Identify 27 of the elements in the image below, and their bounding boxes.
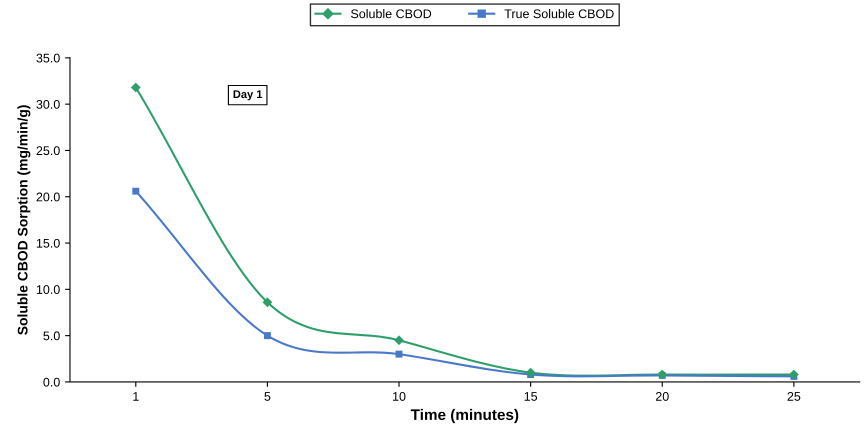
y-tick-label: 20.0	[36, 192, 60, 202]
point	[264, 332, 271, 340]
y-tick-label: 5.0	[43, 331, 60, 340]
annotation: Day 1	[234, 90, 262, 100]
y-tick-label: 15.0	[36, 238, 60, 248]
y-tick-label: 30.0	[36, 100, 60, 109]
point	[394, 336, 404, 345]
x-tick-label: 15	[524, 392, 538, 401]
y-tick-label: 25.0	[36, 146, 60, 156]
x-tick-label: 25	[788, 392, 800, 401]
y-tick-label: 35.0	[36, 54, 60, 63]
point	[132, 188, 140, 195]
legend-label: Soluble CBOD	[351, 9, 432, 18]
point	[262, 298, 272, 307]
legend-label: True Soluble CBOD	[504, 9, 614, 18]
point	[396, 350, 402, 358]
y-tick-label: 10.0	[36, 285, 60, 294]
y-axis-title: Soluble CBOD Sorption (mg/min/g)	[17, 105, 30, 335]
x-tick-label: 10	[393, 392, 406, 401]
y-tick-label: 0.0	[43, 378, 60, 387]
point	[131, 82, 140, 92]
x-tick-label: 5	[264, 392, 270, 401]
point	[789, 370, 798, 380]
x-axis-title: Time (minutes)	[410, 408, 518, 424]
x-tick-label: 20	[656, 392, 669, 401]
x-tick-label: 1	[133, 392, 139, 401]
point	[526, 368, 536, 378]
